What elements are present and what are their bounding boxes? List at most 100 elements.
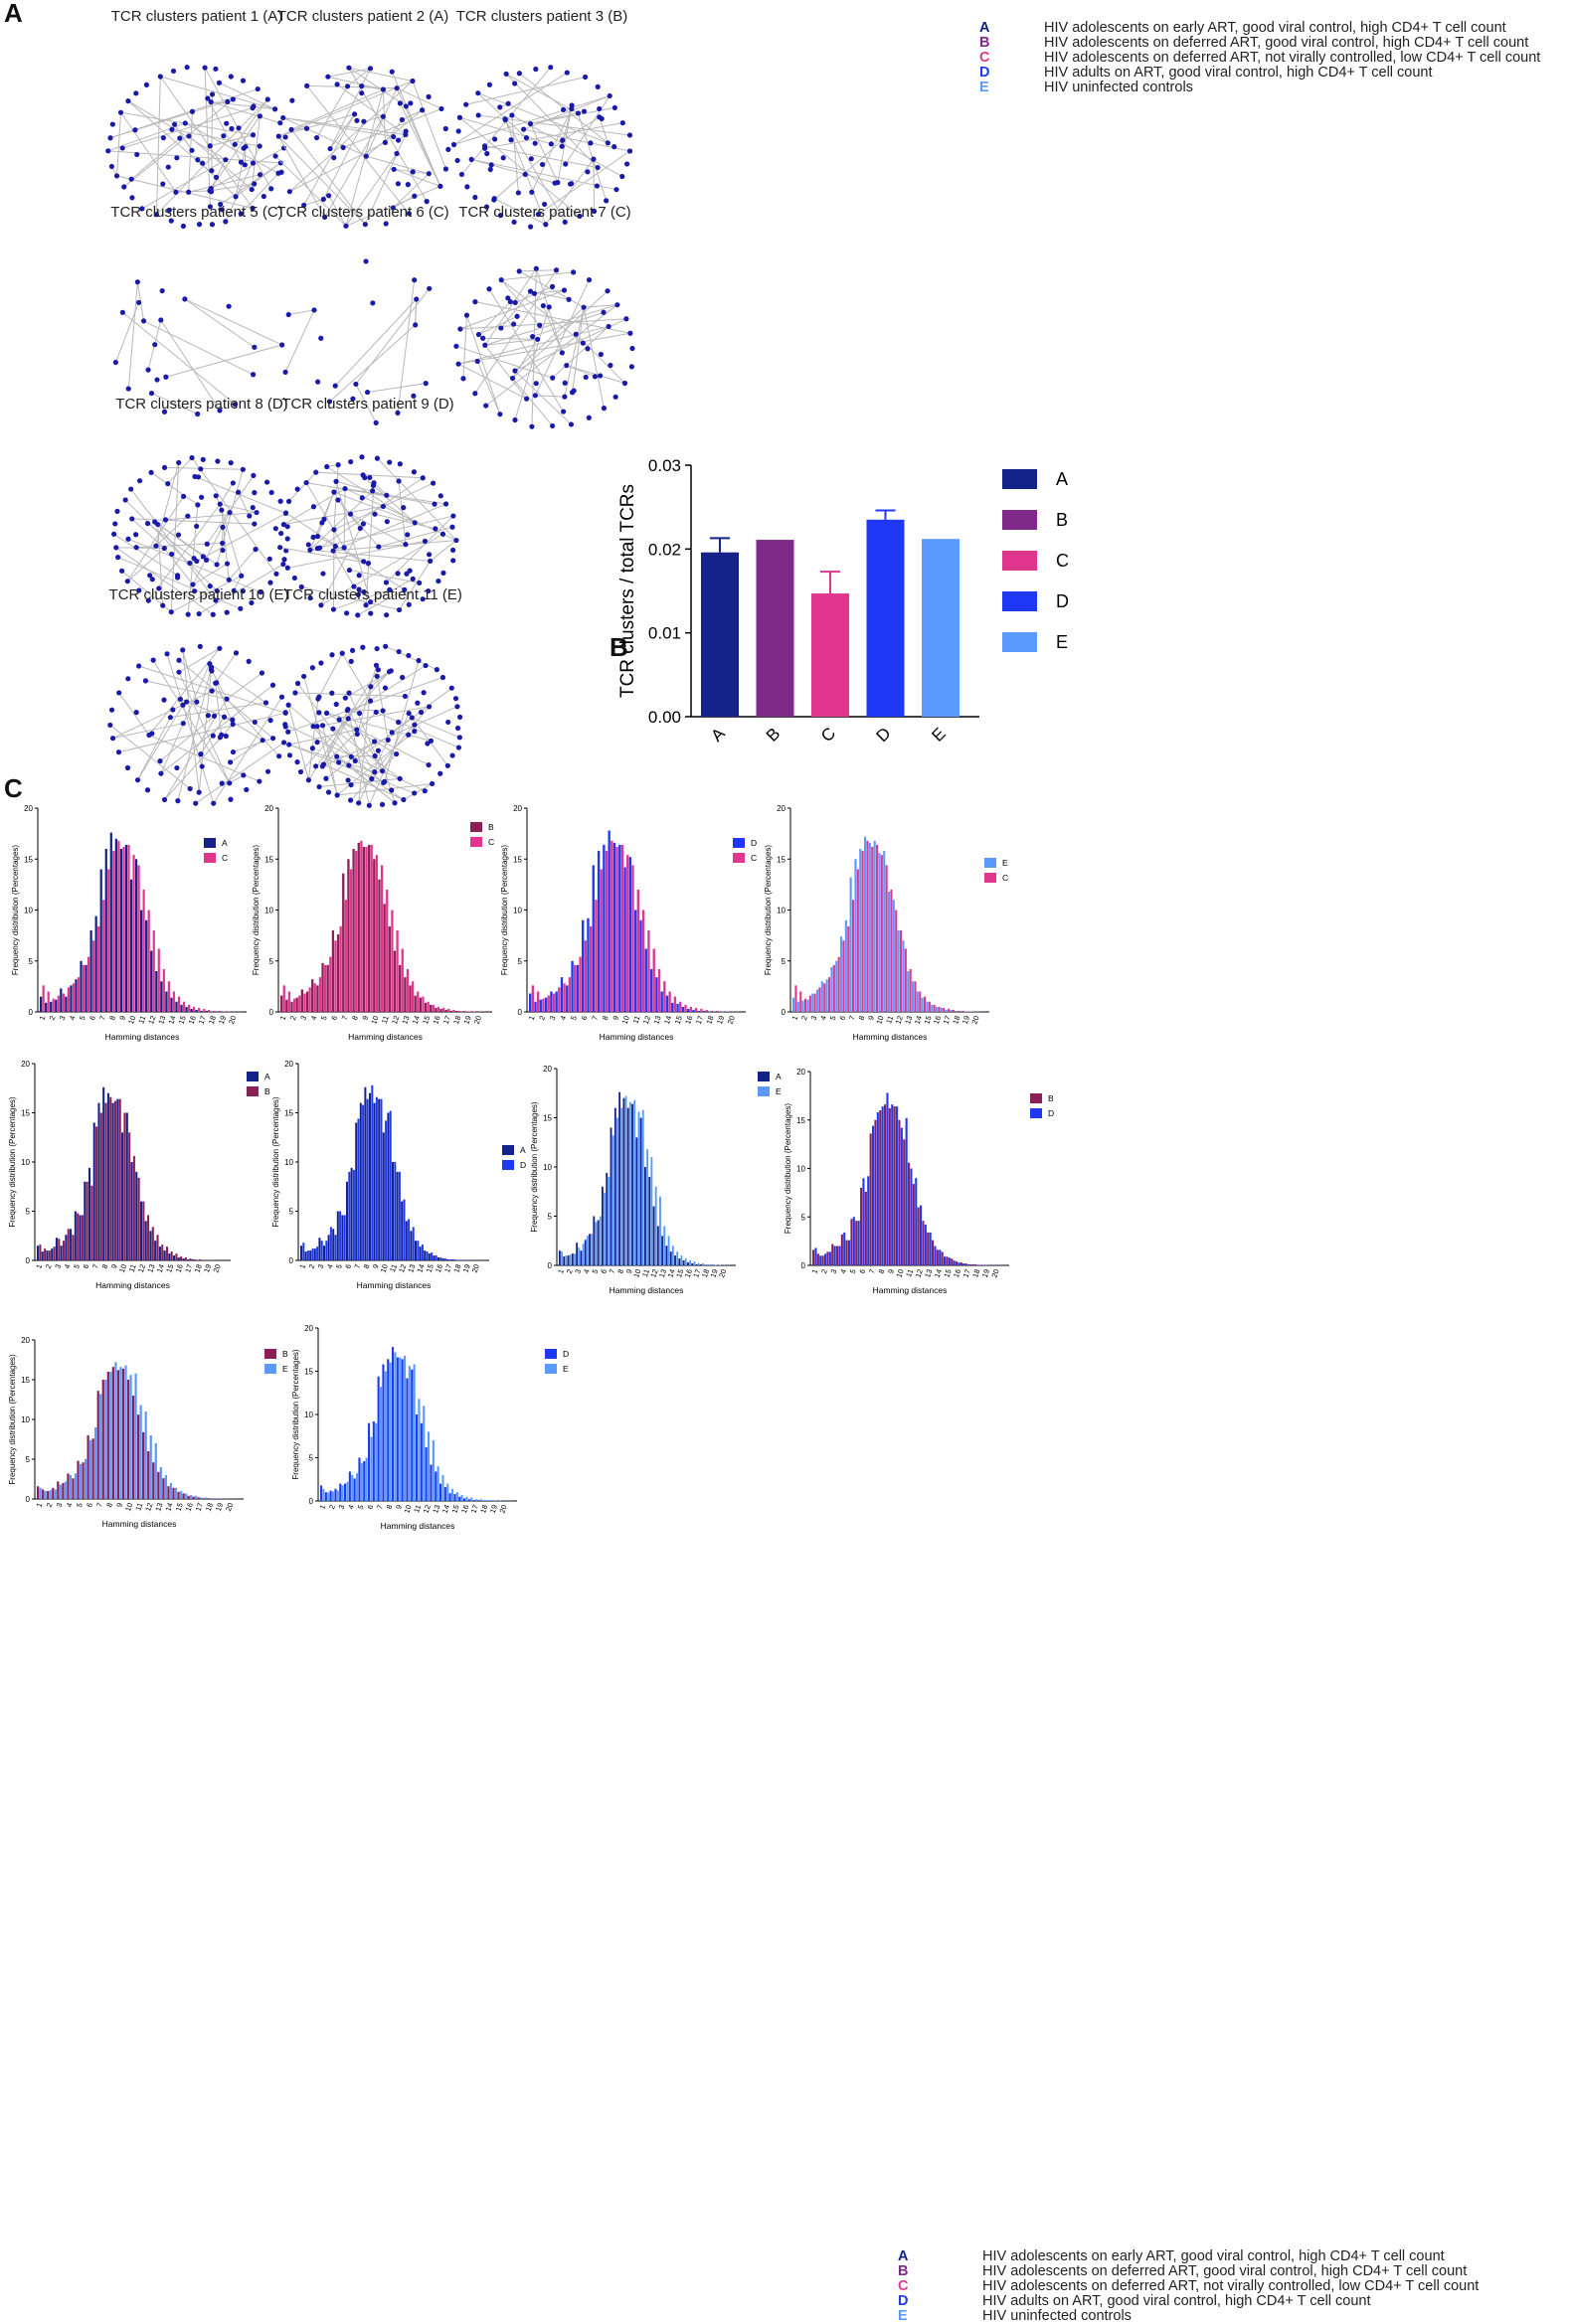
hist-bar	[53, 999, 55, 1012]
hist-bar	[185, 1257, 187, 1260]
x-tick-label: 4	[65, 1502, 75, 1509]
hist-bar	[907, 971, 909, 1012]
hist-bar	[437, 1007, 439, 1012]
hist-bar	[200, 1497, 202, 1499]
x-tick-label: 12	[641, 1015, 652, 1026]
hist-bar	[653, 1207, 655, 1265]
hist-bar	[939, 1249, 941, 1265]
hist-bar	[929, 1002, 931, 1012]
hist-bar	[58, 996, 60, 1012]
hist-bar	[473, 1011, 475, 1012]
hist-bar	[926, 1002, 928, 1012]
x-tick-label: 2	[537, 1015, 547, 1022]
x-tick-label: 20	[211, 1263, 222, 1274]
hist-bar	[553, 994, 555, 1012]
hist-bar	[327, 1492, 329, 1501]
x-axis-label: Hamming distances	[105, 1032, 180, 1042]
x-tick-label: 1	[527, 1015, 537, 1022]
hist-bar	[178, 1257, 180, 1260]
hist-bar	[145, 1221, 147, 1260]
hist-bar	[967, 1264, 969, 1265]
hist-bar	[389, 926, 391, 1012]
hist-bar	[860, 1188, 862, 1265]
hist-bar	[840, 936, 842, 1012]
hist-bar	[613, 843, 615, 1012]
hist-bar	[817, 1253, 819, 1265]
hist-bar	[596, 1222, 598, 1265]
hist-bar	[480, 1499, 482, 1501]
hist-bar	[382, 1365, 384, 1501]
hist-bar	[129, 1375, 131, 1499]
hist-bar	[316, 985, 318, 1012]
x-tick-label: 11	[630, 1015, 641, 1025]
hist-bar	[185, 1007, 187, 1012]
x-axis-label: Hamming distances	[348, 1032, 423, 1042]
legend-text: HIV uninfected controls	[982, 2308, 1132, 2324]
hist-bar	[399, 1358, 401, 1501]
hist-bar	[180, 1491, 182, 1499]
hist-bar	[572, 1253, 574, 1265]
hist-bar	[814, 994, 816, 1012]
hist-bar	[917, 992, 919, 1013]
hist-bar	[325, 1241, 327, 1260]
hist-bar	[361, 1463, 363, 1501]
hist-bar	[618, 845, 620, 1012]
hist-bar	[858, 1221, 860, 1265]
hist-bar	[70, 985, 72, 1012]
x-tick-label: 2	[48, 1015, 58, 1022]
hist-bar	[954, 1260, 956, 1265]
x-tick-label: 3	[58, 1015, 68, 1022]
x-tick-label: 14	[163, 1502, 174, 1513]
y-tick-label: 10	[284, 1158, 293, 1167]
hist-bar	[900, 930, 902, 1012]
hist-bar	[163, 969, 165, 1012]
y-tick-label: 0	[309, 1497, 314, 1506]
hist-bar	[550, 992, 552, 1013]
hist-bar	[385, 1120, 387, 1260]
hist-bar	[920, 1206, 922, 1265]
hist-bar	[964, 1011, 966, 1012]
hist-bar	[90, 930, 92, 1012]
x-tick-label: 6	[329, 1015, 339, 1022]
hist-bar	[563, 1256, 565, 1265]
hist-bar	[908, 1163, 910, 1265]
hist-bar	[387, 1359, 389, 1501]
hist-bar	[938, 1007, 940, 1012]
hist-bar	[194, 1259, 196, 1260]
x-tick-label: 8	[350, 1015, 360, 1022]
hist-bar	[65, 1481, 67, 1499]
hist-bar	[147, 1215, 149, 1260]
hist-bar	[623, 1098, 625, 1265]
legend-swatch	[204, 838, 216, 848]
hist-bar	[418, 1399, 420, 1501]
hist-bar	[283, 985, 285, 1012]
hist-bar	[102, 1380, 104, 1499]
hist-bar	[100, 1113, 102, 1261]
hist-bar	[696, 1264, 698, 1265]
hist-bar	[130, 880, 132, 1012]
hist-bar	[436, 1255, 437, 1260]
hist-bar	[879, 1110, 881, 1265]
legend-swatch	[470, 822, 482, 832]
hist-bar	[826, 1251, 828, 1265]
hist-bar	[593, 865, 595, 1012]
x-tick-label: 7	[867, 1268, 877, 1275]
hist-bar	[311, 979, 313, 1012]
legend-label: A	[520, 1145, 526, 1155]
hist-bar	[285, 1000, 287, 1012]
hist-bar	[314, 983, 316, 1012]
hist-bar	[40, 997, 42, 1012]
hist-bar	[687, 1009, 689, 1012]
x-tick-label: 20	[969, 1015, 980, 1026]
x-tick-label: 8	[100, 1263, 110, 1270]
hist-bar	[455, 1011, 457, 1012]
hist-bar	[659, 1197, 661, 1265]
y-axis-label: Frequency distribution (Percentages)	[500, 845, 509, 976]
hist-bar	[318, 1238, 320, 1260]
x-tick-label: 8	[385, 1504, 395, 1511]
hist-bar	[444, 1258, 446, 1260]
